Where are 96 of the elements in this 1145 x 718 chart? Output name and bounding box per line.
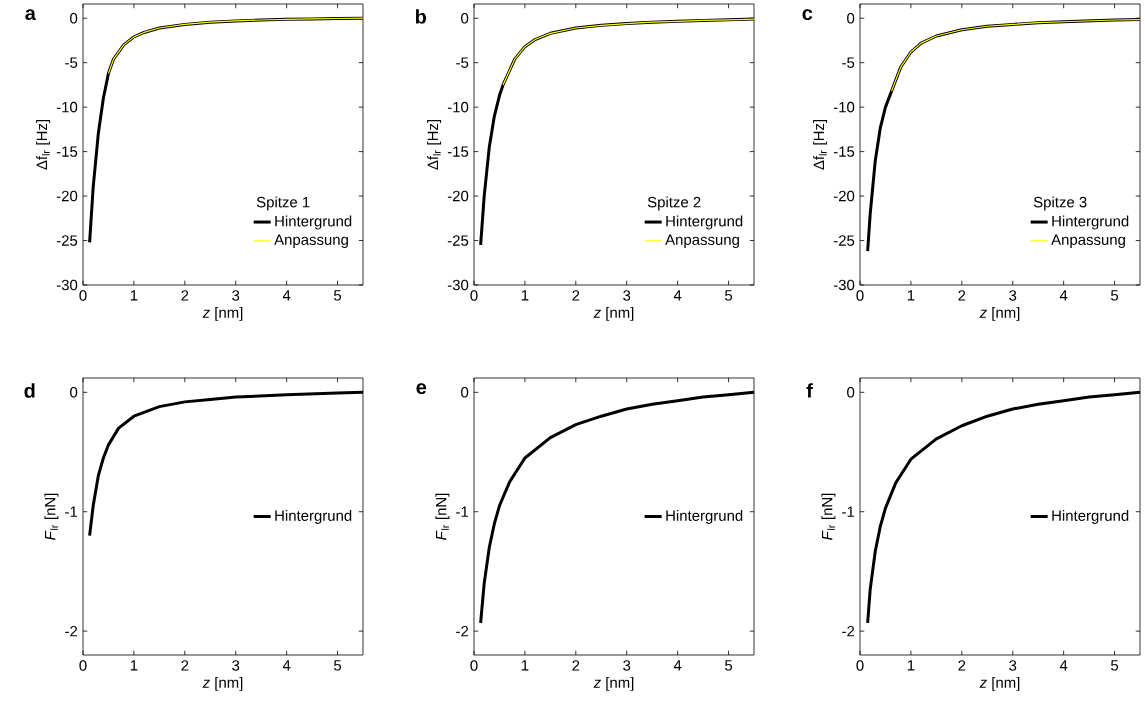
y-tick-label: 0 — [70, 387, 78, 398]
legend-label: Anpassung — [274, 234, 348, 248]
y-axis-title: F$_{lr}$ [nN] — [435, 493, 450, 540]
x-axis-title: z [nm] — [593, 676, 634, 691]
y-tick-label: -15 — [56, 146, 78, 157]
y-tick-label: -5 — [456, 57, 469, 68]
y-tick-label: -2 — [456, 625, 469, 637]
x-tick-label: 5 — [724, 290, 733, 301]
x-axis-title: z [nm] — [202, 306, 243, 321]
y-axis-title: Δf$_{lr}$ [Hz] — [427, 119, 442, 170]
x-tick-label: 5 — [1110, 290, 1119, 301]
x-tick-label: 4 — [1059, 660, 1068, 671]
y-tick-label: -25 — [833, 235, 855, 246]
y-tick-label: 0 — [847, 12, 855, 24]
x-tick-label: 0 — [79, 660, 87, 671]
x-tick-label: 0 — [856, 660, 864, 671]
y-tick-label: 0 — [847, 387, 855, 398]
text: d — [24, 383, 35, 398]
text: e — [416, 383, 427, 395]
x-tick-label: 2 — [181, 660, 189, 671]
y-tick-label: -25 — [56, 235, 78, 246]
y-tick-label: -10 — [447, 101, 469, 113]
text: c — [802, 9, 813, 21]
legend-label: Anpassung — [1051, 234, 1125, 248]
y-tick-label: -10 — [56, 101, 78, 113]
legend-label: Hintergrund — [666, 215, 743, 230]
y-tick-label: -20 — [833, 190, 855, 202]
y-tick-label: -20 — [447, 190, 469, 202]
legend-label: Hintergrund — [666, 509, 743, 524]
y-tick-label: -5 — [65, 57, 78, 68]
y-axis-title: Δf$_{lr}$ [Hz] — [813, 119, 828, 170]
legend-label: Hintergrund — [1052, 215, 1129, 230]
y-tick-label: -30 — [833, 279, 855, 291]
x-tick-label: 4 — [673, 290, 682, 301]
y-axis-title: F$_{lr}$ [nN] — [44, 493, 59, 540]
x-tick-label: 2 — [572, 660, 580, 671]
legend-label: Hintergrund — [275, 215, 352, 230]
x-tick-label: 1 — [907, 290, 915, 301]
x-tick-label: 3 — [623, 290, 631, 301]
text: a — [25, 9, 36, 21]
y-tick-label: -10 — [833, 101, 855, 113]
x-tick-label: 4 — [282, 660, 291, 671]
x-tick-label: 3 — [1009, 660, 1017, 671]
x-tick-label: 3 — [232, 660, 240, 671]
x-tick-label: 0 — [79, 290, 87, 301]
x-axis-title: z [nm] — [979, 676, 1020, 691]
x-tick-label: 0 — [856, 290, 864, 301]
x-tick-label: 4 — [1059, 290, 1068, 301]
legend-label: Hintergrund — [1052, 509, 1129, 524]
x-tick-label: 1 — [521, 290, 529, 301]
x-tick-label: 1 — [130, 290, 138, 301]
legend-label: Anpassung — [665, 234, 739, 248]
x-tick-label: 0 — [470, 660, 478, 671]
legend-title: Spitze 2 — [647, 196, 701, 211]
y-tick-label: -1 — [456, 506, 469, 517]
x-tick-label: 1 — [907, 660, 915, 671]
x-tick-label: 5 — [333, 290, 342, 301]
y-tick-label: -1 — [65, 506, 78, 517]
y-tick-label: -1 — [842, 506, 855, 517]
y-tick-label: -2 — [842, 625, 855, 637]
x-tick-label: 3 — [623, 660, 631, 671]
y-tick-label: -15 — [833, 146, 855, 157]
text: b — [415, 9, 427, 24]
x-tick-label: 2 — [572, 290, 580, 301]
y-axis-title: Δf$_{lr}$ [Hz] — [36, 119, 51, 170]
y-tick-label: -25 — [447, 235, 469, 246]
x-tick-label: 3 — [232, 290, 240, 301]
x-axis-title: z [nm] — [593, 306, 634, 321]
y-tick-label: -5 — [842, 57, 855, 68]
x-tick-label: 5 — [333, 660, 342, 671]
y-axis-title: F$_{lr}$ [nN] — [821, 493, 836, 540]
x-tick-label: 5 — [724, 660, 733, 671]
x-tick-label: 1 — [521, 660, 529, 671]
y-tick-label: -30 — [56, 279, 78, 291]
y-tick-label: -30 — [447, 279, 469, 291]
x-axis-title: z [nm] — [202, 676, 243, 691]
x-tick-label: 5 — [1110, 660, 1119, 671]
text: f — [806, 383, 813, 398]
x-axis-title: z [nm] — [979, 306, 1020, 321]
legend-title: Spitze 3 — [1033, 196, 1087, 211]
y-tick-label: 0 — [70, 12, 78, 24]
legend-label: Hintergrund — [275, 509, 352, 524]
x-tick-label: 0 — [470, 290, 478, 301]
x-tick-label: 1 — [130, 660, 138, 671]
y-tick-label: -2 — [65, 625, 78, 637]
x-tick-label: 2 — [181, 290, 189, 301]
x-tick-label: 4 — [282, 290, 291, 301]
x-tick-label: 4 — [673, 660, 682, 671]
y-tick-label: -20 — [56, 190, 78, 202]
y-tick-label: 0 — [461, 12, 469, 24]
y-tick-label: -15 — [447, 146, 469, 157]
x-tick-label: 3 — [1009, 290, 1017, 301]
x-tick-label: 2 — [958, 290, 966, 301]
y-tick-label: 0 — [461, 387, 469, 398]
legend-title: Spitze 1 — [256, 196, 310, 211]
x-tick-label: 2 — [958, 660, 966, 671]
